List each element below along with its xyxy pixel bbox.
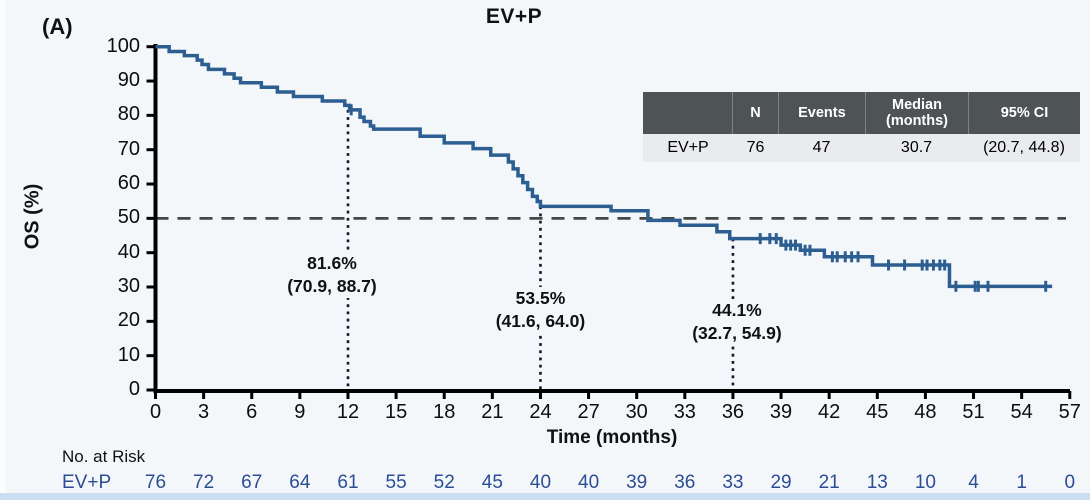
risk-count: 45 bbox=[481, 472, 503, 493]
risk-row-label: EV+P bbox=[62, 472, 112, 493]
risk-count: 52 bbox=[433, 472, 455, 493]
risk-count: 13 bbox=[866, 472, 888, 493]
milestone-annotation: 81.6% (70.9, 88.7) bbox=[282, 252, 382, 299]
left-edge-strip bbox=[0, 0, 6, 500]
inset-table-header: N Events Median (months) 95% CI bbox=[643, 92, 1080, 134]
risk-count: 67 bbox=[241, 472, 263, 493]
inset-data-cell: (20.7, 44.8) bbox=[968, 134, 1080, 162]
x-tick-label: 6 bbox=[246, 401, 258, 423]
risk-count: 40 bbox=[578, 472, 600, 493]
risk-count: 55 bbox=[385, 472, 407, 493]
x-tick-label: 0 bbox=[149, 401, 162, 423]
annotation-value: 53.5% bbox=[515, 288, 566, 308]
y-tick-label: 10 bbox=[117, 343, 140, 366]
x-tick-label: 33 bbox=[673, 401, 696, 423]
inset-table: N Events Median (months) 95% CI EV+P 76 47 30.7… bbox=[643, 92, 1080, 162]
x-tick-label: 18 bbox=[433, 401, 456, 423]
x-tick-label: 42 bbox=[818, 401, 841, 423]
y-tick-label: 20 bbox=[117, 309, 140, 332]
bottom-edge-strip bbox=[0, 493, 1090, 500]
risk-count: 39 bbox=[626, 472, 648, 493]
inset-header-cell: N bbox=[733, 92, 779, 134]
risk-count: 29 bbox=[770, 472, 792, 493]
risk-count: 64 bbox=[289, 472, 311, 493]
y-axis-label: OS (%) bbox=[21, 183, 44, 250]
x-tick-label: 21 bbox=[481, 401, 504, 423]
inset-header-cell: Median (months) bbox=[865, 92, 970, 134]
inset-data-cell: 76 bbox=[733, 134, 778, 162]
y-tick-label: 60 bbox=[117, 172, 140, 195]
inset-header-cell: 95% CI bbox=[969, 92, 1080, 134]
risk-count: 40 bbox=[529, 472, 552, 493]
annotation-value: 81.6% bbox=[307, 253, 357, 273]
x-tick-label: 45 bbox=[866, 401, 889, 423]
x-tick-label: 30 bbox=[625, 401, 648, 423]
inset-table-row: EV+P 76 47 30.7 (20.7, 44.8) bbox=[643, 134, 1080, 162]
x-tick-label: 3 bbox=[198, 401, 210, 423]
panel-label: (A) bbox=[42, 14, 73, 39]
x-tick-label: 24 bbox=[529, 401, 552, 423]
survival-curve bbox=[155, 44, 1053, 289]
annotation-ci: (32.7, 54.9) bbox=[692, 323, 782, 344]
risk-count: 10 bbox=[914, 472, 936, 493]
inset-header-cell bbox=[643, 92, 734, 134]
risk-count: 4 bbox=[968, 472, 979, 493]
risk-count: 0 bbox=[1064, 472, 1076, 493]
annotation-ci: (70.9, 88.7) bbox=[287, 276, 377, 297]
x-tick-label: 36 bbox=[721, 401, 745, 423]
risk-count: 33 bbox=[722, 472, 744, 493]
milestone-annotation: 53.5% (41.6, 64.0) bbox=[490, 287, 591, 334]
x-tick-label: 57 bbox=[1058, 401, 1081, 423]
inset-data-cell: 47 bbox=[778, 134, 865, 162]
x-tick-label: 15 bbox=[384, 401, 408, 423]
risk-count: 76 bbox=[144, 472, 167, 493]
x-tick-label: 39 bbox=[769, 401, 793, 423]
inset-data-cell: EV+P bbox=[643, 134, 733, 162]
x-tick-label: 48 bbox=[914, 401, 937, 423]
inset-data-cell: 30.7 bbox=[865, 134, 968, 162]
y-tick-label: 40 bbox=[117, 240, 140, 263]
chart-title: EV+P bbox=[485, 5, 543, 28]
x-tick-label: 51 bbox=[962, 401, 985, 423]
x-tick-label: 54 bbox=[1010, 401, 1033, 423]
x-tick-label: 27 bbox=[577, 401, 600, 423]
y-tick-label: 90 bbox=[117, 69, 140, 92]
risk-count: 21 bbox=[818, 472, 840, 493]
y-tick-label: 50 bbox=[117, 206, 140, 229]
inset-header-cell: Events bbox=[778, 92, 866, 134]
annotation-ci: (41.6, 64.0) bbox=[495, 311, 586, 332]
y-tick-label: 30 bbox=[117, 275, 140, 297]
milestone-annotation: 44.1% (32.7, 54.9) bbox=[687, 299, 787, 346]
y-tick-label: 0 bbox=[128, 378, 140, 400]
x-axis-label: Time (months) bbox=[546, 427, 678, 448]
y-tick-label: 80 bbox=[117, 103, 140, 126]
x-tick-label: 9 bbox=[294, 401, 306, 423]
risk-count: 36 bbox=[674, 472, 696, 493]
x-tick-label: 12 bbox=[336, 401, 360, 423]
risk-count: 1 bbox=[1016, 472, 1027, 493]
y-tick-label: 100 bbox=[106, 34, 140, 57]
risk-table-caption: No. at Risk bbox=[62, 447, 146, 466]
y-tick-label: 70 bbox=[117, 137, 140, 160]
risk-count: 61 bbox=[337, 472, 359, 493]
annotation-value: 44.1% bbox=[712, 300, 762, 320]
risk-count: 72 bbox=[193, 472, 215, 493]
